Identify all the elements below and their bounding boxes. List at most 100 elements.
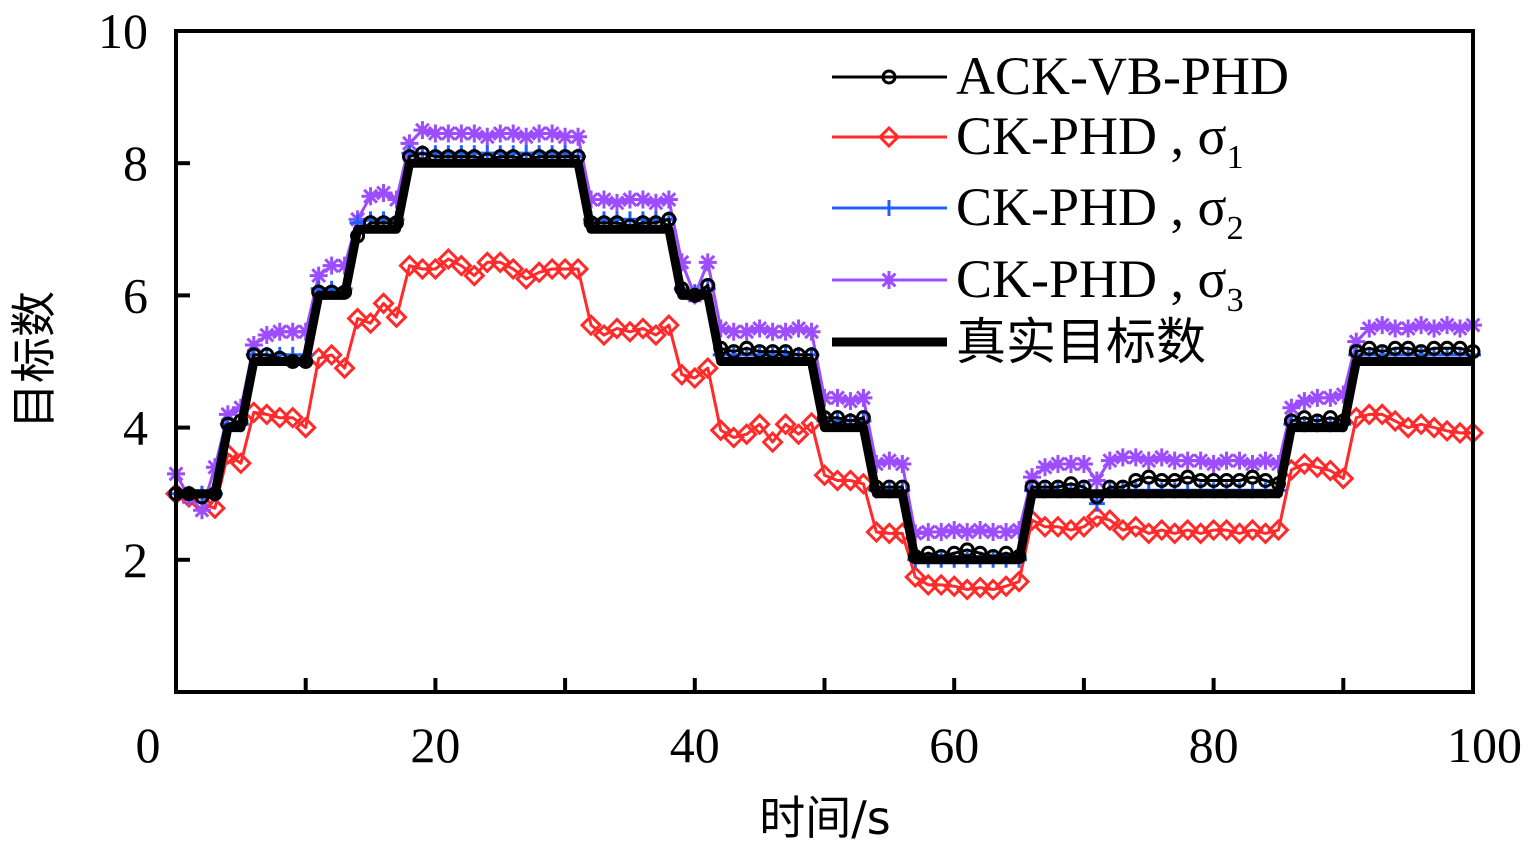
data-point [919, 523, 938, 542]
data-point [1165, 451, 1184, 470]
data-point [945, 521, 964, 540]
data-point [530, 124, 549, 143]
data-point [1400, 340, 1416, 356]
data-point [787, 423, 810, 446]
x-axis-title: 时间/s [759, 791, 890, 845]
data-point [1409, 413, 1433, 436]
data-point [579, 314, 603, 337]
data-point [582, 190, 601, 209]
data-point [1373, 316, 1392, 335]
data-point [1334, 385, 1353, 404]
data-point [1306, 456, 1329, 479]
y-tick-label: 6 [123, 267, 148, 323]
y-tick-label: 2 [123, 532, 148, 588]
data-point [595, 190, 614, 209]
data-point [1204, 454, 1223, 473]
legend-label: ACK-VB-PHD [956, 46, 1289, 106]
data-point [696, 356, 719, 380]
data-point [1046, 515, 1070, 538]
data-point [1124, 515, 1147, 538]
data-point [543, 124, 562, 143]
data-point [320, 343, 343, 367]
data-point [1035, 458, 1054, 477]
data-point [1241, 518, 1264, 542]
series--true-count [176, 158, 1473, 565]
data-point [631, 317, 655, 340]
data-point [1293, 452, 1316, 476]
data-point [633, 190, 652, 209]
y-tick-label: 10 [98, 3, 148, 59]
data-point [1371, 403, 1394, 426]
data-point [1452, 340, 1468, 356]
data-point [1451, 319, 1470, 338]
legend-item: CK-PHD , σ1 [832, 106, 1244, 176]
data-point [1152, 448, 1171, 467]
data-point [865, 520, 888, 544]
data-point [776, 322, 795, 341]
data-point [463, 264, 486, 287]
data-point [750, 319, 769, 338]
data-point [322, 256, 341, 275]
x-tick-label: 100 [1447, 717, 1522, 773]
data-point [478, 127, 497, 146]
data-point [1308, 388, 1327, 407]
data-point [813, 464, 836, 487]
data-point [735, 423, 758, 446]
data-point [670, 363, 693, 386]
data-point [683, 366, 706, 390]
data-point [1128, 472, 1144, 488]
data-point [815, 388, 834, 407]
data-point [1267, 518, 1290, 542]
data-point [605, 317, 629, 340]
data-point [1243, 454, 1262, 473]
data-point [789, 319, 808, 338]
data-point [698, 253, 717, 272]
data-point [1167, 472, 1183, 488]
data-point [893, 454, 912, 473]
data-point [450, 254, 473, 277]
data-point [761, 431, 784, 454]
series-layer [164, 121, 1485, 601]
data-point [659, 190, 678, 209]
data-point [739, 340, 755, 356]
data-point [556, 127, 575, 146]
data-point [1360, 319, 1379, 338]
legend-item: 真实目标数 [832, 313, 1206, 371]
legend-label: CK-PHD , σ1 [956, 106, 1244, 176]
data-point [906, 524, 925, 543]
data-point [569, 127, 588, 146]
y-tick-label: 8 [123, 135, 148, 191]
data-point [1087, 471, 1106, 490]
data-point [1176, 518, 1199, 542]
data-point [958, 523, 977, 542]
data-point [1295, 392, 1314, 411]
legend-item: ACK-VB-PHD [832, 46, 1289, 106]
x-tick-label: 20 [410, 717, 460, 773]
data-point [1332, 467, 1355, 490]
data-point [218, 405, 237, 424]
data-point [737, 322, 756, 341]
data-point [426, 124, 445, 143]
data-point [930, 573, 953, 597]
data-point [724, 322, 743, 341]
data-point [1215, 518, 1238, 542]
data-point [774, 413, 797, 436]
data-point [748, 413, 771, 436]
data-point [400, 134, 419, 153]
data-point [969, 576, 992, 599]
legend-label: CK-PHD , σ2 [956, 177, 1244, 247]
legend-item: CK-PHD , σ2 [832, 177, 1244, 247]
data-point [1321, 388, 1340, 407]
x-tick-label: 80 [1189, 717, 1239, 773]
data-point [672, 253, 691, 272]
data-point [205, 458, 224, 477]
data-point [229, 452, 252, 475]
data-point [372, 292, 395, 315]
data-point [971, 521, 990, 540]
data-point [1085, 505, 1108, 528]
data-point [1061, 454, 1080, 473]
legend-subscript: 2 [1227, 210, 1244, 247]
data-point [709, 419, 732, 442]
data-point [333, 356, 356, 380]
data-point [828, 388, 847, 407]
